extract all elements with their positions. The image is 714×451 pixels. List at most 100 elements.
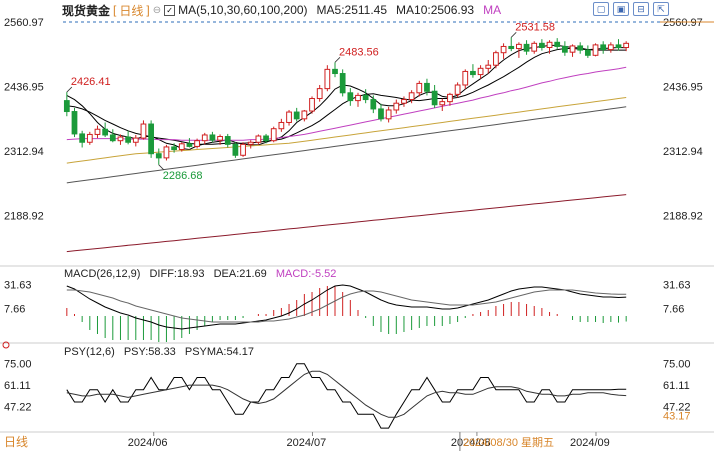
candle-up [454,84,461,95]
candle-down [577,45,584,51]
psy-header: PSY(12,6) PSY:58.33 PSYMA:54.17 [64,346,260,358]
main-chart-header: 现货黄金 [ 日线 ] ⊖ ✓ MA(5,10,30,60,100,200) M… [62,2,501,18]
macd-y-tick-left: 31.63 [4,279,32,291]
price-y-tick-right: 2188.92 [663,211,703,223]
time-axis-label: 2024/08 [451,437,491,449]
candle-up [217,136,223,141]
candle-down [148,123,154,155]
candle-up [462,70,469,86]
candle-down [155,153,162,159]
psy-line [66,363,627,429]
candle-down [209,134,216,141]
candle-down [332,68,338,75]
candle-down [470,70,476,76]
time-axis-label: 2024/07 [286,437,326,449]
price-y-tick-right: 2560.97 [663,17,703,29]
candle-up [569,45,576,53]
candle-up [301,110,308,120]
psyma-line [66,370,627,418]
candle-down [125,136,132,143]
ma-toggle-checkbox-icon[interactable]: ✓ [164,4,176,16]
psyma-value: PSYMA:54.17 [184,346,254,358]
candle-down [224,136,231,145]
price-y-tick-right: 2436.95 [663,82,703,94]
ma100-line [66,106,627,184]
candle-up [286,111,292,123]
candle-up [401,99,407,104]
candle-up [240,143,246,156]
macd-name[interactable]: MACD(26,12,9) [64,268,141,280]
candle-up [623,42,630,48]
price-y-tick-left: 2560.97 [4,17,44,29]
ma30-line [66,66,627,141]
candle-down [362,94,369,101]
period-tab-daily[interactable]: 日线 [4,435,29,449]
candle-up [477,67,484,76]
price-y-tick-left: 2188.92 [4,211,44,223]
macd-y-tick-left: 7.66 [4,303,25,315]
candle-down [232,143,239,156]
psy-name[interactable]: PSY(12,6) [64,346,115,358]
candle-up [194,140,200,147]
ma200-line [66,194,627,253]
candle-up [163,146,170,159]
macd-dea-value: DEA:21.69 [213,268,267,280]
ma60-line [66,97,627,164]
candle-up [355,94,361,102]
period-label[interactable]: 日线 [119,3,144,18]
candle-up [94,128,101,135]
annotation-pointer [66,86,73,93]
toolbar-layout-icon[interactable]: ▣ [613,2,629,16]
panel-marker-icon [2,341,10,349]
candle-up [324,68,331,90]
ma10-value: MA10:2506.93 [396,3,475,17]
candle-up [408,92,415,101]
candle-up [132,137,139,143]
macd-y-tick-right: 31.63 [663,279,691,291]
candle-down [584,49,591,56]
psy-y-tick-left: 75.00 [4,359,32,371]
candle-up [439,101,446,106]
macd-dea-line [66,289,627,323]
ma10-line [66,48,627,145]
annotation-label: 2426.41 [71,76,111,88]
candle-down [186,143,193,147]
psy-y-tick-right: 75.00 [663,359,691,371]
candle-up [592,44,599,56]
candle-down [347,92,354,102]
candle-down [508,45,515,50]
refresh-icon[interactable]: ⊖ [152,4,162,16]
toolbar-popout-icon[interactable]: ⇱ [653,2,669,16]
candle-down [539,42,545,48]
candle-down [102,128,109,136]
candle-down [339,73,346,94]
candle-up [247,141,254,145]
candle-up [607,44,614,51]
instrument-name: 现货黄金 [62,3,111,18]
annotation-pointer [158,164,165,171]
macd-diff-value: DIFF:18.93 [149,268,205,280]
psy-y-tick-right: 61.11 [663,380,690,392]
candle-up [86,133,93,143]
candle-up [117,136,124,142]
ma-settings-label[interactable]: MA(5,10,30,60,100,200) [178,3,308,17]
candle-down [554,41,561,47]
candle-down [370,99,377,110]
candle-up [278,121,285,130]
psy-y-tick-right: 43.17 [663,410,691,422]
candle-down [561,45,568,53]
toolbar-minimize-icon[interactable]: ⊟ [633,2,649,16]
candle-down [424,82,430,92]
time-axis-label: 2024/06 [128,437,168,449]
price-y-tick-right: 2312.94 [663,146,703,158]
toolbar-window-icon[interactable]: ▢ [593,2,609,16]
macd-header: MACD(26,12,9) DIFF:18.93 DEA:21.69 MACD:… [64,268,342,280]
candle-down [615,44,622,48]
candle-down [171,146,177,151]
candle-down [293,111,300,120]
annotation-pointer [510,32,517,38]
period-open-bracket: [ [113,3,117,17]
candle-up [140,123,147,139]
macd-y-tick-right: 7.66 [663,303,684,315]
